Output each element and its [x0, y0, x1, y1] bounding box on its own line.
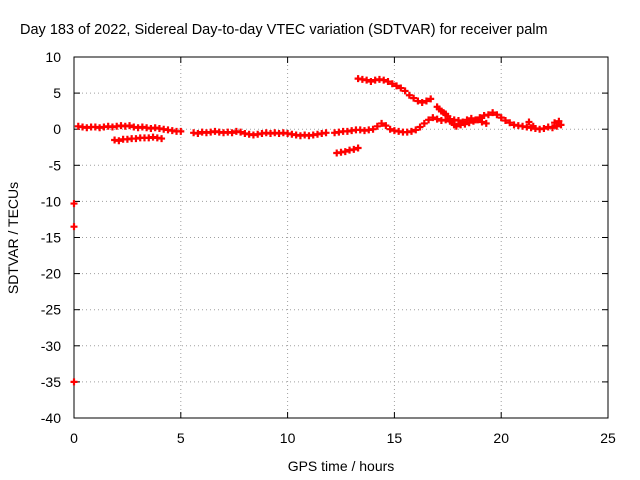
data-point [378, 119, 386, 127]
x-tick-label: 25 [600, 430, 616, 446]
data-point [70, 200, 78, 208]
data-point [506, 119, 514, 127]
y-tick-label: -10 [41, 193, 61, 209]
x-tick-label: 5 [177, 430, 185, 446]
data-point [373, 122, 381, 130]
data-point [228, 129, 236, 137]
data-points [70, 75, 565, 386]
data-point [388, 80, 396, 88]
data-point [482, 119, 490, 127]
data-point [465, 119, 473, 127]
y-tick-label: -25 [41, 302, 61, 318]
y-tick-label: 10 [45, 49, 61, 65]
data-point [237, 128, 245, 136]
data-point [469, 117, 477, 125]
data-point [380, 76, 388, 84]
data-point [412, 126, 420, 134]
data-point [322, 129, 330, 137]
data-point [382, 122, 390, 130]
y-tick-label: -40 [41, 410, 61, 426]
data-point [422, 97, 430, 105]
data-point [416, 123, 424, 131]
data-point [497, 114, 505, 122]
y-tick-label: -15 [41, 230, 61, 246]
data-point [418, 98, 426, 106]
data-point [529, 122, 537, 130]
y-tick-label: -35 [41, 374, 61, 390]
y-tick-label: -5 [49, 157, 62, 173]
data-point [194, 130, 202, 138]
data-point [407, 127, 415, 135]
data-point [414, 97, 422, 105]
data-point [555, 117, 563, 125]
series-lower-track-b [333, 144, 362, 157]
data-point [369, 125, 377, 133]
data-point [478, 118, 486, 126]
series-secondary-track [433, 103, 563, 130]
data-point [429, 114, 437, 122]
data-point [70, 223, 78, 231]
chart-title: Day 183 of 2022, Sidereal Day-to-day VTE… [20, 22, 548, 38]
data-point [350, 145, 358, 153]
x-tick-label: 20 [493, 430, 509, 446]
data-point [474, 116, 482, 124]
data-point [525, 118, 533, 126]
data-point [484, 111, 492, 119]
data-point [70, 378, 78, 386]
data-point [384, 78, 392, 86]
data-point [420, 119, 428, 127]
data-point [454, 117, 462, 125]
data-point [548, 124, 556, 132]
data-point [433, 115, 441, 123]
axis-ticks: 0 5 10 15 20 25 10 5 0 -5 -10 -15 -20 -25 -30 -35 -40 [41, 49, 616, 446]
data-point [427, 95, 435, 103]
data-point [397, 84, 405, 92]
data-point [553, 122, 561, 130]
data-point [126, 122, 134, 130]
data-point [425, 116, 433, 124]
x-tick-label: 10 [280, 430, 296, 446]
data-point [386, 125, 394, 133]
data-point [158, 135, 166, 143]
grid [74, 57, 608, 418]
y-tick-label: -30 [41, 338, 61, 354]
data-point [452, 122, 460, 130]
data-point [405, 91, 413, 99]
data-point [540, 124, 548, 132]
data-point [354, 144, 362, 152]
data-point [551, 119, 559, 127]
x-axis-label: GPS time / hours [288, 458, 395, 474]
data-point [363, 76, 371, 84]
data-point [410, 94, 418, 102]
series-lower-track-a [111, 133, 166, 145]
data-point [177, 127, 185, 135]
data-point [489, 109, 497, 117]
data-point [557, 121, 565, 129]
data-point [401, 87, 409, 95]
series-main-track [74, 109, 565, 140]
data-point [501, 117, 509, 125]
data-point [393, 82, 401, 90]
data-point [115, 137, 123, 145]
y-axis-label: SDTVAR / TECUs [5, 182, 21, 294]
series-upper-track [354, 75, 435, 106]
data-point [461, 120, 469, 128]
x-tick-label: 15 [387, 430, 403, 446]
series-outliers [70, 200, 78, 386]
data-point [367, 78, 375, 86]
data-point [493, 111, 501, 119]
x-tick-label: 0 [70, 430, 78, 446]
y-tick-label: -20 [41, 266, 61, 282]
data-point [341, 148, 349, 156]
y-tick-label: 5 [53, 85, 61, 101]
y-tick-label: 0 [53, 121, 61, 137]
